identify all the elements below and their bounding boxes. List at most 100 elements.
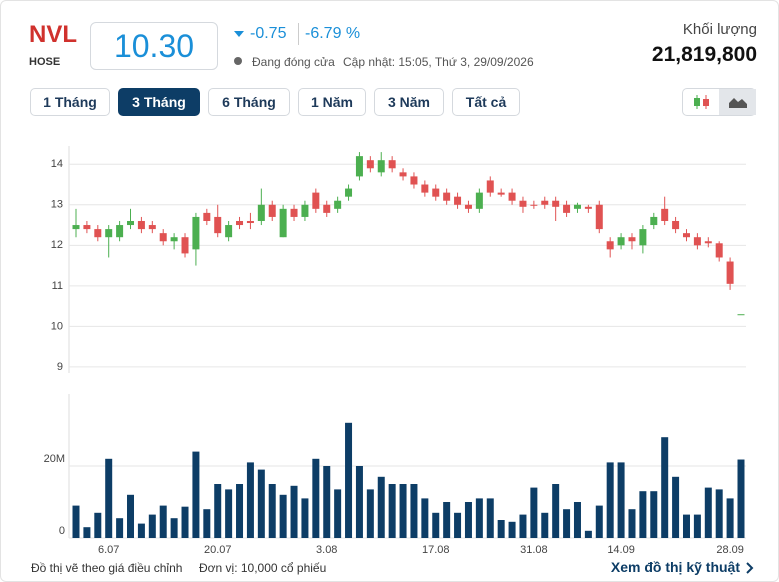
volume-tick-label: 0 — [59, 525, 65, 537]
volume-bar — [508, 521, 516, 538]
candle-body — [639, 229, 647, 246]
volume-bar — [388, 484, 396, 538]
volume-bar — [192, 451, 200, 538]
candle-body — [388, 160, 396, 169]
y-tick-label: 11 — [52, 280, 63, 292]
range-tab[interactable]: 3 Tháng — [118, 88, 200, 116]
candle-body — [279, 208, 287, 238]
candle-body — [170, 237, 178, 242]
volume-bar — [726, 498, 734, 538]
volume-bar — [672, 476, 680, 538]
candle-body — [584, 206, 592, 209]
y-tick-label: 14 — [51, 158, 63, 170]
candle-body — [682, 233, 690, 238]
candle-icon — [694, 95, 709, 109]
volume-bar — [214, 484, 222, 538]
volume-bar — [650, 491, 658, 538]
symbol: NVL — [29, 21, 77, 48]
candle-body — [617, 237, 625, 246]
volume-bar — [519, 514, 527, 538]
volume-bar — [541, 512, 549, 538]
candle-body — [726, 261, 734, 284]
candle-body — [116, 225, 124, 238]
volume-bar — [236, 484, 244, 538]
candle-body — [737, 314, 745, 316]
volume-bar — [148, 514, 156, 538]
volume-bar — [584, 530, 592, 538]
candle-body — [203, 212, 211, 221]
range-tab[interactable]: 1 Tháng — [30, 88, 110, 116]
candle-body — [541, 200, 549, 205]
candle-body — [312, 192, 320, 209]
x-tick-label: 3.08 — [316, 544, 337, 556]
volume-bar — [563, 509, 571, 538]
candle-body — [475, 192, 483, 209]
volume-bar — [432, 512, 440, 538]
footer-unit: Đơn vị: 10,000 cổ phiếu — [199, 561, 327, 575]
range-tab[interactable]: 3 Năm — [374, 88, 444, 116]
volume-bar — [475, 498, 483, 538]
volume-bar — [443, 502, 451, 538]
candle-body — [334, 200, 342, 209]
volume-bar — [715, 489, 723, 538]
candle-body — [246, 220, 254, 224]
candle-body — [563, 204, 571, 213]
candle-body — [268, 204, 276, 217]
volume-bar — [399, 484, 407, 538]
volume-bar — [137, 523, 145, 538]
volume-bar — [312, 458, 320, 538]
chevron[interactable] — [745, 561, 755, 575]
volume-bar — [268, 484, 276, 538]
y-tick-label: 9 — [57, 361, 63, 373]
volume-bar — [682, 514, 690, 538]
status: Đang đóng cửa — [252, 55, 335, 69]
range-tab[interactable]: Tất cả — [452, 88, 520, 116]
volume-bar — [334, 489, 342, 538]
candle-body — [661, 208, 669, 221]
volume-bar — [246, 462, 254, 538]
y-tick-label: 10 — [51, 320, 63, 332]
volume-bar — [225, 489, 233, 538]
candle-body — [606, 241, 614, 250]
candle-body — [323, 204, 331, 213]
range-tab[interactable]: 1 Năm — [298, 88, 366, 116]
volume-bar — [127, 494, 135, 538]
price: 10.30 — [90, 22, 218, 70]
x-tick-label: 6.07 — [98, 544, 119, 556]
volume-bar — [366, 489, 374, 538]
volume-bar — [704, 487, 712, 538]
volume-bar — [552, 484, 560, 538]
volume-bar — [737, 459, 745, 538]
volume-bar — [377, 476, 385, 538]
candle-body — [530, 204, 538, 206]
candle-body — [443, 192, 451, 201]
candle-body — [410, 176, 418, 185]
volume-bar — [606, 462, 614, 538]
candle-body — [127, 220, 135, 226]
candle-body — [650, 216, 658, 226]
volume-bar — [279, 494, 287, 538]
x-tick-label: 31.08 — [520, 544, 548, 556]
updated: Cập nhật: 15:05, Thứ 3, 29/09/2026 — [343, 55, 534, 69]
candle-body — [573, 204, 581, 209]
chart-type-toggle[interactable] — [682, 88, 756, 116]
change-pct: -6.79 % — [305, 25, 361, 42]
volume-bar — [573, 502, 581, 538]
range-tab[interactable]: 6 Tháng — [208, 88, 290, 116]
candle-body — [399, 172, 407, 177]
candle-body — [181, 237, 189, 254]
area-icon — [729, 98, 747, 108]
volume-bar — [497, 520, 505, 538]
candle-body — [704, 241, 712, 244]
divider — [298, 23, 299, 45]
volume-bar — [301, 498, 309, 538]
candle-body — [192, 216, 200, 250]
volume-bar — [94, 512, 102, 538]
candle-body — [148, 225, 156, 230]
technical-link[interactable]: Xem đồ thị kỹ thuật — [610, 559, 740, 575]
volume-bar — [290, 485, 298, 538]
candle-body — [454, 196, 462, 205]
x-tick-label: 14.09 — [607, 544, 635, 556]
